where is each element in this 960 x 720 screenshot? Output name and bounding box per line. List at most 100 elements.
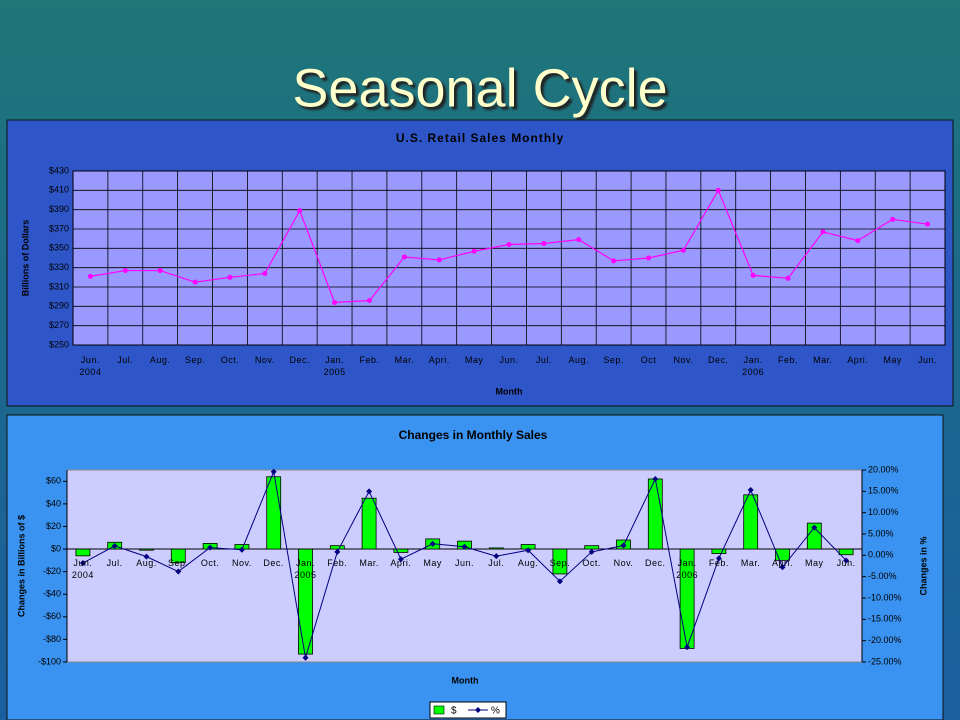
slide-title: Seasonal Cycle bbox=[292, 58, 667, 118]
x-tick-label: Mar. bbox=[740, 558, 761, 569]
x-tick-label: Nov. bbox=[613, 558, 634, 569]
x-tick-label: May bbox=[464, 355, 484, 365]
data-point bbox=[79, 560, 86, 567]
y-tick-label: -$20 bbox=[43, 566, 61, 576]
bar bbox=[393, 548, 409, 553]
y2-tick-label: -25.00% bbox=[868, 656, 902, 666]
chart-title: U.S. Retail Sales Monthly bbox=[396, 131, 564, 145]
plot-area bbox=[72, 170, 946, 346]
data-point bbox=[332, 299, 338, 305]
data-point bbox=[925, 221, 931, 227]
bar bbox=[584, 545, 600, 550]
y-axis-label: Billions of Dollars bbox=[20, 220, 30, 297]
x-tick-label: Sep. bbox=[168, 558, 189, 569]
bar bbox=[75, 548, 91, 557]
bar bbox=[139, 548, 154, 551]
x-tick-label: Aug. bbox=[149, 355, 171, 365]
y-tick-label: -$40 bbox=[43, 589, 61, 599]
bar bbox=[775, 548, 790, 561]
y2-tick-label: 10.00% bbox=[868, 507, 899, 517]
x-tick-label: Sep. bbox=[184, 355, 206, 365]
y-tick-label: $350 bbox=[49, 243, 69, 253]
x-tick-label: Nov. bbox=[231, 558, 252, 569]
x-tick-label: Jan. 2005 bbox=[294, 558, 317, 581]
x-tick-label: Jun. bbox=[836, 558, 856, 569]
y-tick-label: $270 bbox=[49, 320, 69, 330]
data-point bbox=[588, 548, 595, 555]
bar bbox=[711, 548, 727, 554]
x-tick-label: Jan. 2006 bbox=[676, 558, 699, 581]
chart-title: Changes in Monthly Sales bbox=[399, 428, 548, 442]
data-point bbox=[401, 254, 407, 260]
x-axis-label: Month bbox=[452, 675, 479, 685]
data-point bbox=[461, 543, 468, 550]
x-tick-label: Oct. bbox=[582, 558, 601, 569]
data-point bbox=[843, 557, 850, 564]
y-tick-label: $330 bbox=[49, 262, 69, 272]
x-tick-label: Jul. bbox=[117, 355, 134, 365]
data-point bbox=[646, 255, 652, 261]
bar bbox=[266, 476, 282, 550]
y2-tick-label: -20.00% bbox=[868, 635, 902, 645]
y2-tick-label: 20.00% bbox=[868, 464, 899, 474]
x-tick-label: Jun. bbox=[499, 355, 519, 365]
bar bbox=[488, 547, 504, 550]
data-point bbox=[471, 248, 477, 254]
x-tick-label: May bbox=[883, 355, 902, 365]
x-tick-label: Aug. bbox=[136, 558, 157, 569]
x-tick-label: Feb. bbox=[708, 558, 729, 569]
data-point bbox=[506, 241, 512, 247]
x-tick-label: Jan. 2005 bbox=[323, 355, 346, 377]
x-tick-label: Nov. bbox=[673, 355, 694, 365]
x-tick-label: Feb. bbox=[778, 355, 799, 365]
x-tick-label: Apri. bbox=[428, 355, 450, 365]
data-point bbox=[429, 540, 436, 547]
x-tick-label: Jun. 2004 bbox=[71, 558, 94, 581]
data-point bbox=[192, 279, 198, 285]
bar bbox=[329, 545, 345, 550]
bar bbox=[838, 548, 854, 556]
legend-label: $ bbox=[451, 706, 457, 717]
y-tick-label: $290 bbox=[49, 301, 69, 311]
x-tick-label: Aug. bbox=[568, 355, 589, 365]
data-point bbox=[111, 542, 118, 549]
bar bbox=[552, 548, 568, 575]
data-point bbox=[811, 524, 818, 531]
data-point bbox=[620, 542, 627, 549]
legend-label: % bbox=[491, 706, 500, 717]
y2-tick-label: 0.00% bbox=[868, 550, 894, 560]
data-point bbox=[611, 258, 617, 264]
y-tick-label: $0 bbox=[51, 543, 61, 553]
x-tick-label: Mar. bbox=[359, 558, 379, 569]
bar bbox=[170, 548, 186, 564]
data-point bbox=[238, 546, 245, 553]
data-point bbox=[207, 544, 214, 551]
y-tick-label: $430 bbox=[49, 165, 69, 175]
y2-axis-label: Changes in % bbox=[918, 536, 928, 595]
y-tick-label: -$60 bbox=[43, 611, 61, 621]
y2-tick-label: 15.00% bbox=[868, 486, 899, 496]
data-point bbox=[684, 644, 691, 651]
data-point bbox=[750, 272, 756, 278]
x-tick-label: Jan. 2006 bbox=[742, 355, 765, 377]
legend-swatch bbox=[475, 707, 481, 713]
bar bbox=[361, 497, 377, 550]
data-point bbox=[334, 548, 341, 555]
data-point bbox=[652, 475, 659, 482]
y-tick-label: $20 bbox=[46, 521, 61, 531]
y-tick-label: $310 bbox=[49, 281, 69, 291]
data-point bbox=[747, 487, 754, 494]
y-tick-label: $60 bbox=[46, 476, 61, 486]
data-point bbox=[855, 238, 861, 244]
bar bbox=[298, 548, 313, 655]
x-tick-label: Sep. bbox=[549, 558, 571, 569]
x-tick-label: Aug. bbox=[517, 558, 539, 569]
legend-swatch bbox=[433, 705, 445, 715]
x-tick-label: Feb. bbox=[359, 355, 380, 365]
x-tick-label: Jul. bbox=[535, 355, 552, 365]
data-point bbox=[366, 488, 373, 495]
x-tick-label: Mar. bbox=[813, 355, 833, 365]
bar bbox=[743, 494, 759, 550]
data-point bbox=[397, 556, 404, 563]
